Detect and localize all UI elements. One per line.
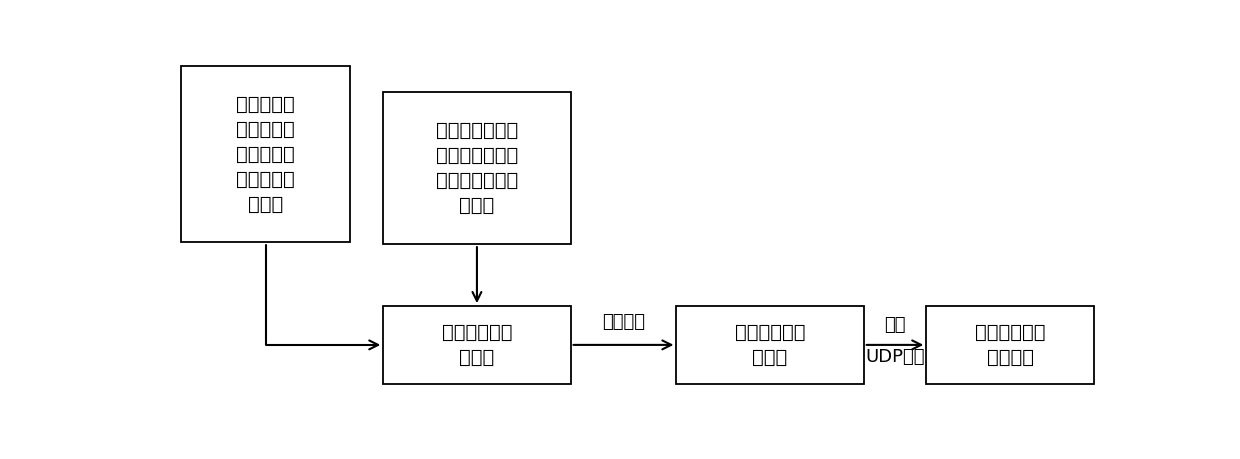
Text: 便携式计算机
存储分析: 便携式计算机 存储分析 <box>975 323 1045 367</box>
Bar <box>181 66 350 242</box>
Text: 套装在并联耦合
电容接地线处的
电压谐波测量用
传感器: 套装在并联耦合 电容接地线处的 电压谐波测量用 传感器 <box>435 121 518 215</box>
Text: UDP协议: UDP协议 <box>866 348 925 366</box>
Text: 光纤传输: 光纤传输 <box>601 313 645 331</box>
Bar <box>383 306 570 384</box>
Bar <box>926 306 1095 384</box>
Text: 套装在网侧
套管升高座
外部的电流
谐波测量用
传感器: 套装在网侧 套管升高座 外部的电流 谐波测量用 传感器 <box>236 95 295 213</box>
Text: 信号采集模块
发送端: 信号采集模块 发送端 <box>441 323 512 367</box>
Bar <box>676 306 864 384</box>
Text: 网线: 网线 <box>884 316 905 334</box>
Bar <box>383 92 570 244</box>
Text: 信号采集模块
接收端: 信号采集模块 接收端 <box>735 323 805 367</box>
